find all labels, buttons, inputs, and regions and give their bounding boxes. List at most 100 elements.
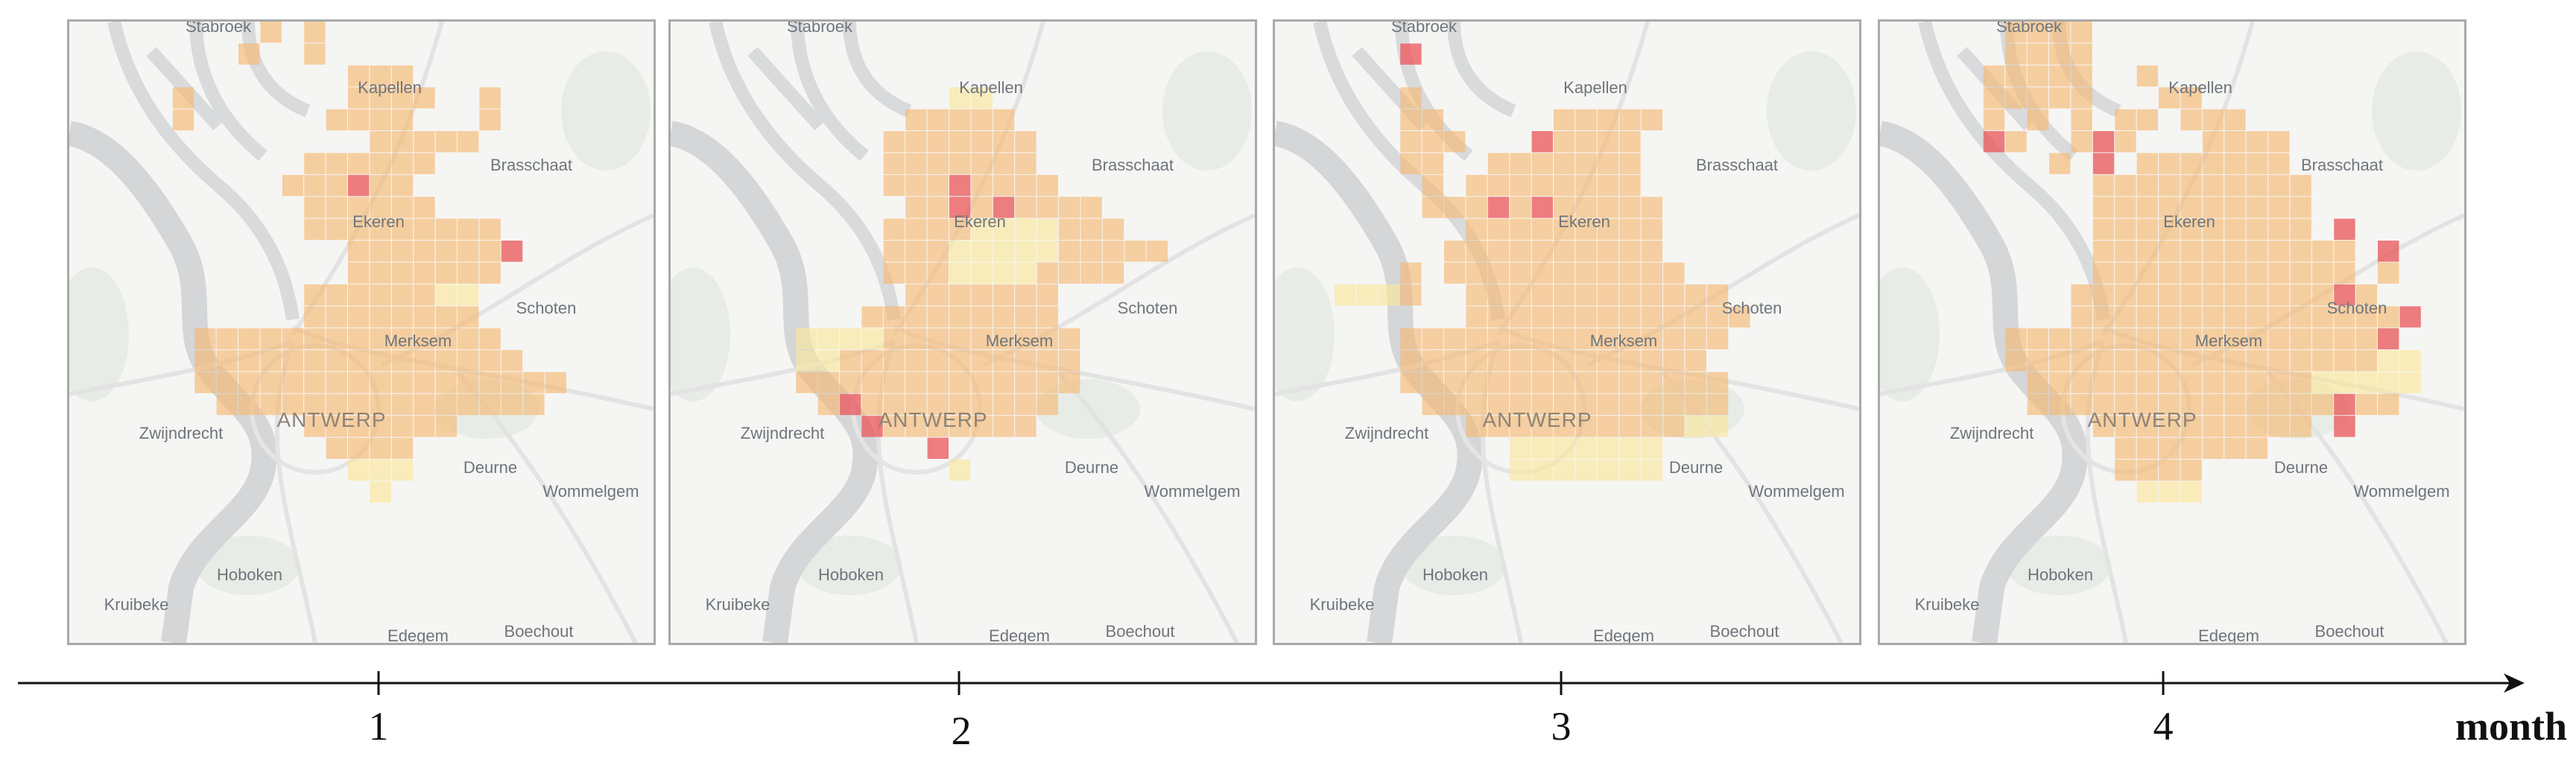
heat-cell <box>796 328 817 349</box>
heat-cell <box>435 218 457 240</box>
heat-cell <box>1685 306 1706 328</box>
heat-cell <box>1575 284 1597 306</box>
heat-cell <box>304 197 326 218</box>
heat-cell <box>2268 153 2290 174</box>
heat-cell <box>1597 218 1619 240</box>
heat-cell <box>1663 416 1685 437</box>
heat-cell <box>2202 372 2224 393</box>
heat-cell <box>2246 197 2268 218</box>
heat-cell <box>2224 262 2246 284</box>
heat-cell <box>883 393 905 416</box>
heat-cell <box>458 306 479 328</box>
heat-cell <box>1531 460 1553 481</box>
heat-cell <box>2180 174 2202 197</box>
heat-cell <box>2136 372 2158 393</box>
heat-cell <box>260 393 282 416</box>
heat-cell <box>993 153 1015 174</box>
heat-cell <box>883 174 905 197</box>
heat-cell <box>194 328 216 349</box>
heat-cell <box>1554 350 1575 372</box>
heat-cell <box>1575 174 1597 197</box>
heat-cell <box>1466 218 1487 240</box>
place-label-antwerp: ANTWERP <box>879 408 988 431</box>
heat-cell <box>1487 262 1510 284</box>
heat-cell <box>391 284 414 306</box>
heat-cell <box>1619 241 1641 262</box>
heat-cell <box>971 328 993 349</box>
heat-cell <box>414 306 435 328</box>
heat-cell <box>1597 372 1619 393</box>
heat-cell <box>1685 372 1706 393</box>
heat-cell <box>927 306 949 328</box>
heat-cell <box>348 393 370 416</box>
heat-cell <box>1015 372 1037 393</box>
heat-cell <box>414 416 435 437</box>
heat-cell <box>971 218 993 240</box>
heat-cell <box>949 350 971 372</box>
heat-cell <box>348 218 370 240</box>
heat-cell <box>304 393 326 416</box>
heat-cell <box>1080 197 1102 218</box>
tick-label-3: 3 <box>1551 704 1572 749</box>
heat-cell <box>1400 153 1422 174</box>
heat-cell <box>1400 109 1422 130</box>
heat-cell <box>927 197 949 218</box>
heat-cell <box>304 328 326 349</box>
heat-cell <box>1335 284 1356 306</box>
heat-cell <box>2202 109 2224 130</box>
heat-cell <box>1641 328 1662 349</box>
heat-cell <box>2246 328 2268 349</box>
heat-cell <box>1146 241 1168 262</box>
heat-cell <box>348 153 370 174</box>
heat-cell <box>927 241 949 262</box>
heat-cell <box>2159 460 2180 481</box>
heat-cell <box>370 306 391 328</box>
heat-cell <box>2202 218 2224 240</box>
heat-cell <box>2246 393 2268 416</box>
map-panel-month-4: Stabroek Kapellen Brasschaat Ekeren Schoten M… <box>1878 19 2466 645</box>
heat-cell <box>1444 372 1466 393</box>
heat-cell <box>414 153 435 174</box>
heat-cell <box>2311 284 2334 306</box>
heat-cell <box>1575 393 1597 416</box>
heat-cell <box>927 262 949 284</box>
heat-cell <box>949 306 971 328</box>
heat-cell <box>1015 218 1037 240</box>
heat-cell <box>1487 372 1510 393</box>
heat-cell <box>304 372 326 393</box>
heat-cell <box>2092 372 2115 393</box>
heat-cell <box>1080 262 1102 284</box>
heat-cell <box>348 460 370 481</box>
heat-cell <box>2334 218 2355 240</box>
heat-cell <box>2115 131 2136 153</box>
heat-cell <box>927 350 949 372</box>
heat-cell <box>545 372 566 393</box>
heat-cell <box>238 43 260 65</box>
heat-cell <box>1444 197 1466 218</box>
heat-cell <box>2224 131 2246 153</box>
heat-cell <box>883 416 905 437</box>
place-label-schoten: Schoten <box>1118 299 1178 317</box>
heat-cell <box>1422 328 1443 349</box>
heat-cell <box>2159 218 2180 240</box>
park-area <box>1402 536 1506 595</box>
heat-cell <box>927 328 949 349</box>
heat-cell <box>2027 43 2048 65</box>
place-label-zwijndrecht: Zwijndrecht <box>1950 424 2034 442</box>
heat-cell <box>2159 350 2180 372</box>
heat-cell <box>435 241 457 262</box>
heat-cell <box>2180 262 2202 284</box>
heat-cell <box>238 372 260 393</box>
heat-cell <box>2136 262 2158 284</box>
heat-cell <box>2027 393 2048 416</box>
heat-cell <box>817 372 839 393</box>
heat-cell <box>971 153 993 174</box>
heat-cell <box>1619 393 1641 416</box>
heat-cell <box>1466 306 1487 328</box>
heat-cell <box>1641 437 1662 459</box>
heat-cell <box>1059 218 1080 240</box>
park-area <box>2372 51 2461 171</box>
heat-cell <box>2071 109 2092 130</box>
heat-cell <box>1466 328 1487 349</box>
heat-cell <box>1531 197 1553 218</box>
